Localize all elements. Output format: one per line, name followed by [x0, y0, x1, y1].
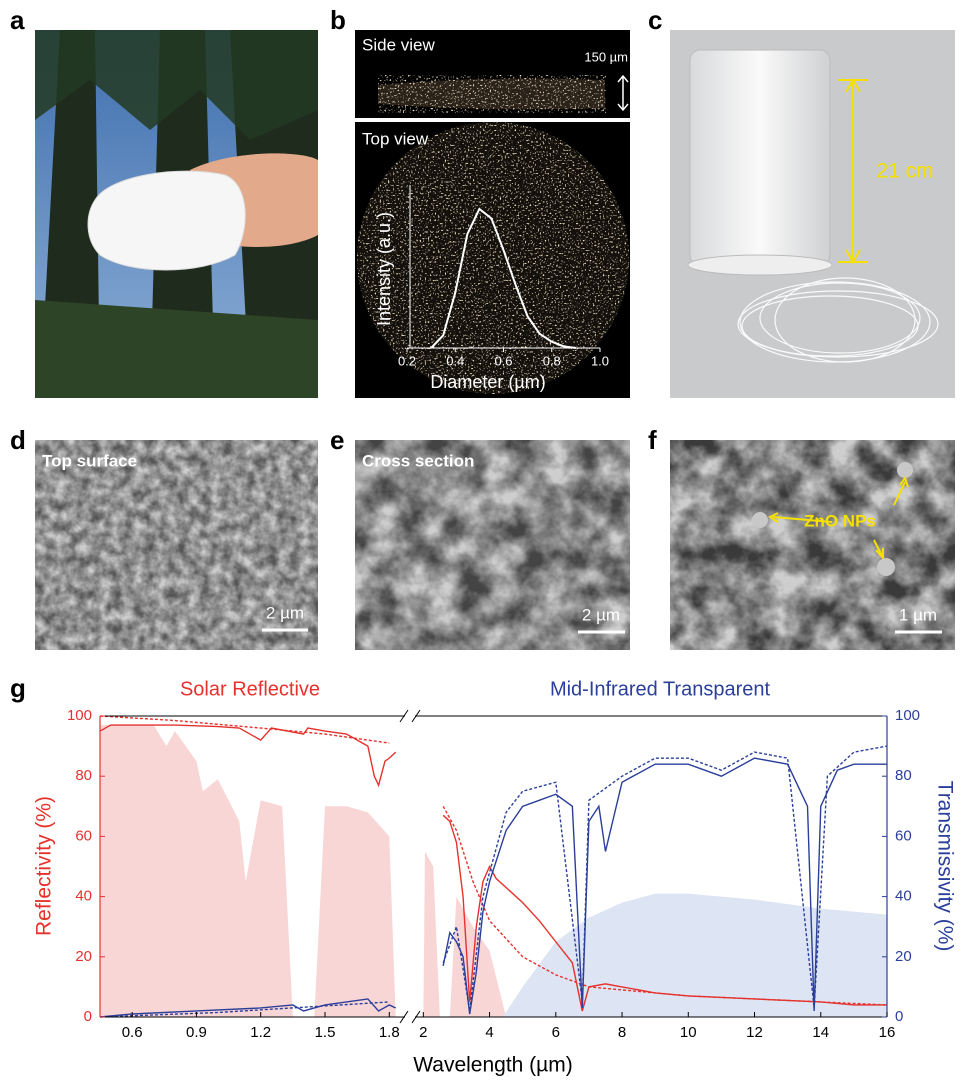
x-tick-label: 12: [746, 1024, 763, 1041]
area: [502, 893, 887, 1017]
np-arrows: [772, 481, 906, 557]
textile-sample: [87, 170, 246, 271]
y2-tick-label: 100: [895, 707, 920, 724]
area: [100, 725, 507, 1017]
y-tick-label: 60: [75, 827, 92, 844]
sem-e: [355, 440, 630, 650]
thickness-arrow: [617, 74, 629, 112]
x-tick-label: 8: [618, 1024, 626, 1041]
x-tick-label: 4: [485, 1024, 493, 1041]
sem-d: [35, 440, 318, 650]
spool-base: [687, 254, 833, 276]
spool: [689, 49, 831, 266]
photo-b: [355, 30, 630, 398]
y2-axis-label: Transmissivity (%): [933, 781, 956, 952]
x-tick-label: 1.0: [591, 353, 609, 368]
x-tick-label: 6: [552, 1024, 560, 1041]
x-tick-label: 0.6: [494, 353, 512, 368]
y2-tick-label: 0: [895, 1008, 903, 1025]
scale-label: 2 µm: [266, 603, 304, 622]
panel-label: b: [330, 5, 346, 35]
x-tick-label: 16: [879, 1024, 896, 1041]
x-tick-label: 0.4: [446, 353, 464, 368]
y2-tick-label: 40: [895, 888, 912, 905]
panel-label: e: [330, 425, 344, 455]
y2-tick-label: 80: [895, 767, 912, 784]
photo-c: [670, 30, 955, 398]
photo-a: [35, 30, 318, 398]
axis-break: [399, 1010, 421, 1024]
top-particles: [357, 122, 629, 394]
x-tick-label: 14: [812, 1024, 829, 1041]
caption: Top surface: [42, 451, 137, 470]
x-tick-label: 10: [680, 1024, 697, 1041]
y-tick-label: 0: [84, 1008, 92, 1025]
x-tick-label: 0.6: [122, 1024, 143, 1041]
x-tick-label: 1.5: [315, 1024, 336, 1041]
nanoparticles: [752, 462, 913, 576]
y-tick-label: 80: [75, 767, 92, 784]
x-tick-label: 1.2: [250, 1024, 271, 1041]
foliage-bottom: [35, 300, 318, 398]
panel-label: d: [10, 425, 26, 455]
x-axis-label: Wavelength (µm): [413, 1054, 573, 1077]
scale-label: 2 µm: [582, 605, 620, 624]
scale-label: 1 µm: [899, 605, 937, 624]
y-tick-label: 100: [67, 707, 92, 724]
foliage: [35, 30, 318, 140]
annotation: Mid-Infrared Transparent: [550, 678, 771, 700]
size-distribution: [430, 207, 577, 349]
x-tick-label: 0.2: [398, 353, 416, 368]
caption: Cross section: [362, 451, 474, 470]
y-axis-label: Reflectivity (%): [33, 796, 56, 936]
y2-tick-label: 60: [895, 827, 912, 844]
fiber-coil: [737, 277, 939, 363]
annotation: Solar Reflective: [180, 678, 320, 700]
height-arrow: [838, 78, 868, 264]
panel-label: g: [10, 673, 26, 703]
x-tick-label: 0.9: [186, 1024, 207, 1041]
panel-label: c: [648, 5, 662, 35]
top-view-label: Top view: [362, 129, 429, 148]
line: [99, 757, 887, 1018]
side-view-label: Side view: [362, 35, 435, 54]
y-tick-label: 40: [75, 888, 92, 905]
panel-label: f: [648, 425, 657, 455]
x-tick-label: 2: [419, 1024, 427, 1041]
x-tick-label: 0.8: [543, 353, 561, 368]
y2-tick-label: 20: [895, 948, 912, 965]
side-particles: [378, 75, 606, 113]
np-arrowheads: [767, 475, 909, 561]
x-tick-label: 1.8: [379, 1024, 400, 1041]
y-axis-label: Intensity (a.u.): [374, 212, 394, 326]
panel-label: a: [10, 5, 25, 35]
axis-break: [399, 709, 421, 723]
np-annotation: ZnO NPs: [804, 511, 876, 530]
y-tick-label: 20: [75, 948, 92, 965]
side-scale: 150 µm: [584, 49, 628, 64]
line: [99, 724, 887, 1012]
x-axis-label: Diameter (µm): [430, 372, 545, 392]
scale-bars: [262, 628, 942, 634]
height-label: 21 cm: [876, 160, 933, 183]
